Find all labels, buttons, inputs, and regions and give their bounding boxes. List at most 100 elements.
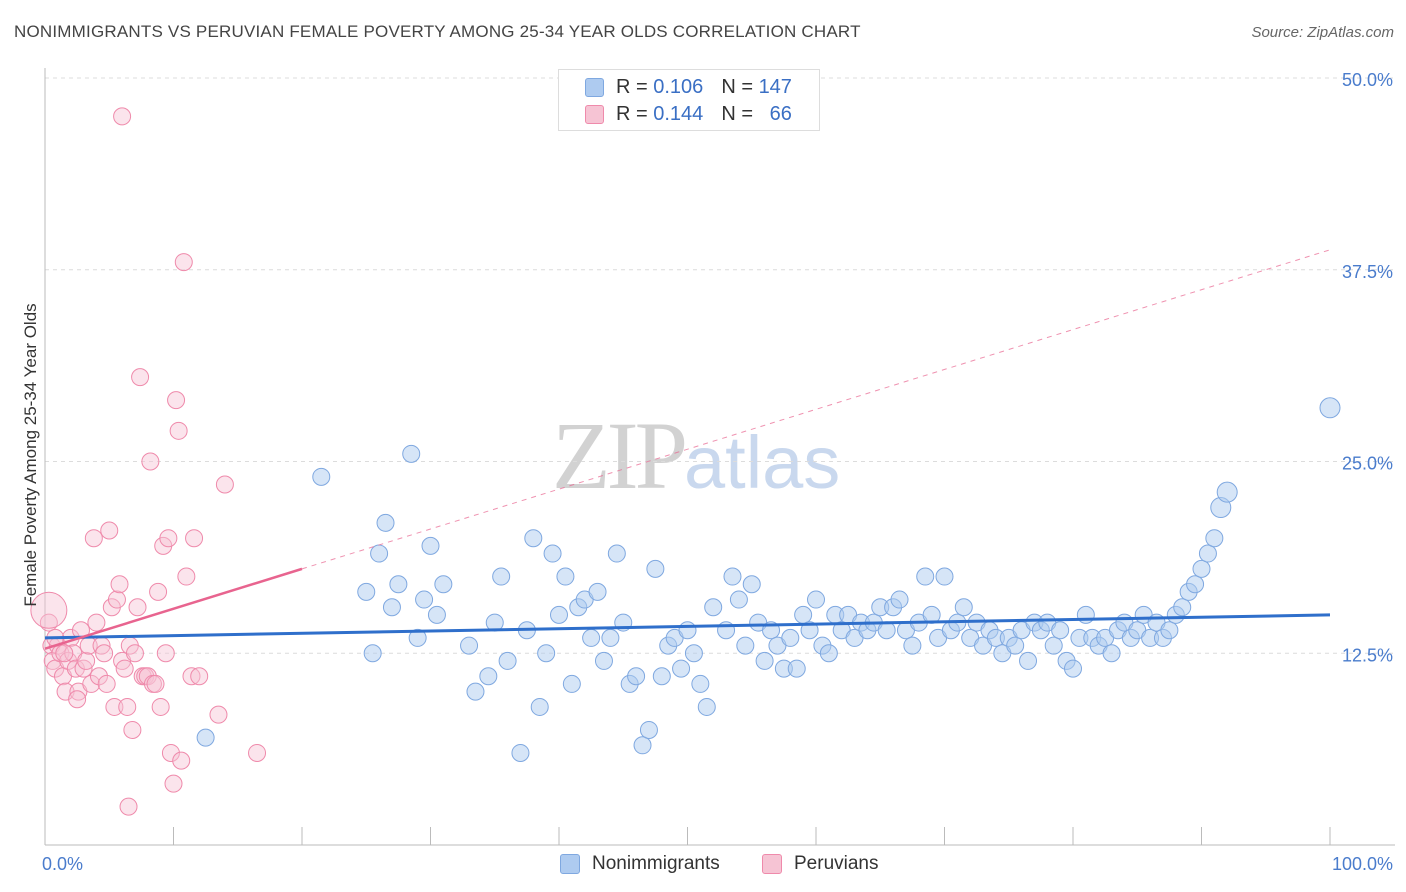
nonimmigrants-point <box>819 644 838 663</box>
peruvians-point <box>84 529 103 548</box>
peruvians-point <box>55 644 74 663</box>
x-tick-label: 100.0% <box>1332 854 1393 874</box>
nonimmigrants-point <box>1160 621 1179 640</box>
peruvians-point <box>156 644 175 663</box>
nonimmigrants-trend-line <box>44 613 1331 640</box>
peruvians-point <box>39 613 58 632</box>
nonimmigrants-point <box>1102 644 1121 663</box>
nonimmigrants-point <box>916 567 935 586</box>
nonimmigrants-point <box>550 605 568 624</box>
nonimmigrants-point <box>562 674 581 693</box>
nonimmigrants-point <box>524 529 543 548</box>
peruvians-point <box>149 582 168 601</box>
grid-lines <box>45 77 1395 654</box>
nonimmigrants-point <box>781 628 800 647</box>
nonimmigrants-point <box>1319 397 1341 419</box>
peruvians-point <box>87 613 106 632</box>
peruvians-point <box>209 705 228 724</box>
peruvians-point <box>97 674 116 693</box>
peruvians-point <box>77 651 96 670</box>
watermark-atlas: atlas <box>684 421 841 504</box>
peruvians-point <box>248 743 267 762</box>
nonimmigrants-point <box>588 582 607 601</box>
peruvians-point <box>215 475 234 494</box>
nonimmigrants-point <box>903 636 922 655</box>
peruvians-trend-line <box>44 567 303 650</box>
peruvians-point <box>100 521 119 540</box>
chart-title: NONIMMIGRANTS VS PERUVIAN FEMALE POVERTY… <box>14 22 861 41</box>
y-axis-label: Female Poverty Among 25-34 Year Olds <box>21 303 40 606</box>
peruvians-point <box>177 567 196 586</box>
nonimmigrants-point <box>537 644 556 663</box>
nonimmigrants-point <box>460 636 479 655</box>
nonimmigrants-point <box>1051 621 1070 640</box>
nonimmigrants-point <box>376 513 395 532</box>
legend-row-nonimmigrants: R = 0.106 N = 147 <box>559 74 792 100</box>
legend-r-value: 0.106 <box>653 75 704 98</box>
y-tick-label: 25.0% <box>1342 454 1393 474</box>
nonimmigrants-point <box>582 628 601 647</box>
nonimmigrants-point <box>954 598 973 617</box>
source-label: Source: ZipAtlas.com <box>1251 24 1394 41</box>
peruvians-point <box>128 598 147 617</box>
nonimmigrants-point <box>607 544 626 563</box>
peruvians-point <box>82 674 101 693</box>
tick-labels: 12.5% 25.0% 37.5% 50.0% 0.0% 100.0% <box>42 70 1393 874</box>
nonimmigrants-point <box>196 728 215 747</box>
nonimmigrants-point <box>594 651 613 670</box>
nonimmigrants-point <box>530 697 549 716</box>
legend-swatch-pink <box>762 854 782 874</box>
legend-swatch-pink <box>585 104 604 124</box>
nonimmigrants-point <box>408 628 427 647</box>
nonimmigrants-point <box>415 590 434 609</box>
peruvians-point <box>118 697 137 716</box>
nonimmigrants-point <box>691 674 710 693</box>
peruvians-point <box>113 107 132 126</box>
legend-r-label: R = <box>616 75 648 98</box>
nonimmigrants-point <box>627 667 646 686</box>
nonimmigrants-point <box>370 544 389 563</box>
legend-label: Peruvians <box>794 853 879 874</box>
peruvians-point <box>169 421 188 440</box>
nonimmigrants-point <box>787 659 806 678</box>
legend-n-value: 66 <box>769 102 792 125</box>
peruvians-point <box>185 529 204 548</box>
nonimmigrants-point <box>755 651 774 670</box>
nonimmigrants-point <box>736 636 755 655</box>
nonimmigrants-point <box>1205 529 1224 548</box>
nonimmigrants-point <box>729 590 748 609</box>
nonimmigrants-point <box>421 536 440 555</box>
axes <box>44 68 1395 846</box>
nonimmigrants-point <box>652 667 671 686</box>
peruvians-point <box>119 797 138 816</box>
peruvians-point <box>115 659 134 678</box>
peruvians-point <box>174 253 193 272</box>
nonimmigrants-points <box>196 397 1341 762</box>
peruvians-point <box>107 590 126 609</box>
nonimmigrants-point <box>357 582 376 601</box>
peruvians-point <box>95 644 114 663</box>
nonimmigrants-point <box>466 682 485 701</box>
legend-swatch-blue <box>585 77 604 97</box>
peruvians-points <box>30 107 267 816</box>
nonimmigrants-point <box>1019 651 1038 670</box>
legend-item-peruvians: Peruvians <box>762 850 879 878</box>
legend-row-peruvians: R = 0.144 N = 66 <box>559 101 792 127</box>
nonimmigrants-point <box>646 559 665 578</box>
nonimmigrants-point <box>543 544 562 563</box>
nonimmigrants-point <box>1006 636 1025 655</box>
watermark-zip: ZIP <box>552 402 688 509</box>
nonimmigrants-point <box>890 590 909 609</box>
peruvians-point <box>146 674 165 693</box>
legend-r-value: 0.144 <box>653 102 704 125</box>
nonimmigrants-point <box>1064 659 1082 678</box>
nonimmigrants-point <box>312 467 331 486</box>
legend-n-label: N = <box>721 102 753 125</box>
peruvians-point <box>125 644 144 663</box>
nonimmigrants-point <box>556 567 575 586</box>
peruvians-point <box>89 667 108 686</box>
peruvians-point <box>105 697 124 716</box>
nonimmigrants-point <box>723 567 742 586</box>
nonimmigrants-point <box>382 598 401 617</box>
